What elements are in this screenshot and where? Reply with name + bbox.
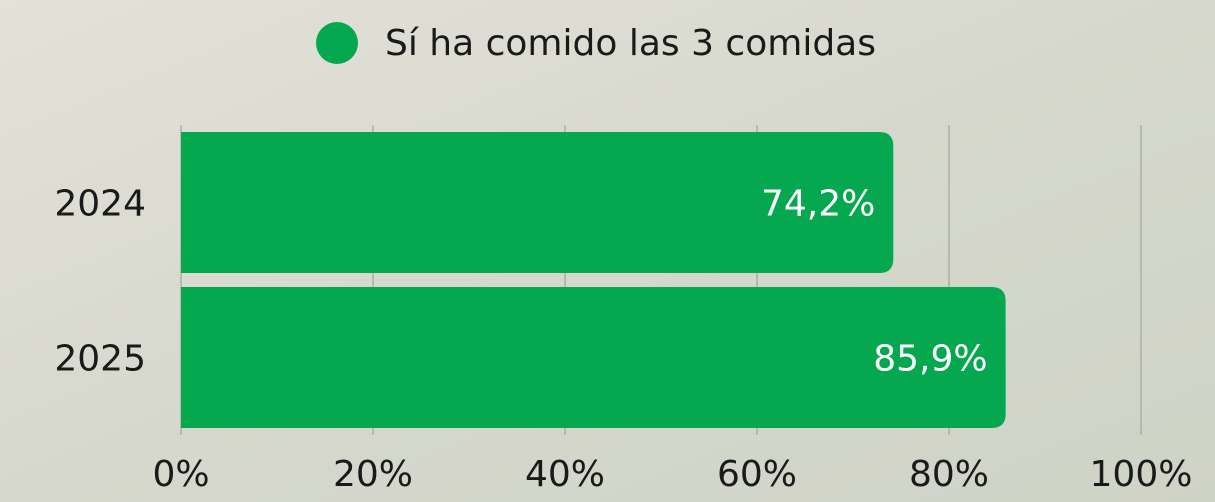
x-tick-label: 40%	[525, 454, 605, 495]
value-label: 85,9%	[873, 339, 987, 380]
value-label: 74,2%	[761, 184, 875, 225]
x-tick-label: 60%	[717, 454, 797, 495]
chart: Sí ha comido las 3 comidas 0% 20% 40% 60% 80…	[0, 0, 1215, 502]
x-tick-label: 0%	[152, 454, 209, 495]
x-tick-label: 100%	[1090, 454, 1193, 495]
legend-label: Sí ha comido las 3 comidas	[385, 23, 876, 64]
y-tick-label: 2024	[54, 184, 146, 225]
x-tick-label: 20%	[333, 454, 413, 495]
y-tick-label: 2025	[54, 339, 146, 380]
legend-swatch	[316, 22, 358, 64]
x-tick-label: 80%	[909, 454, 989, 495]
